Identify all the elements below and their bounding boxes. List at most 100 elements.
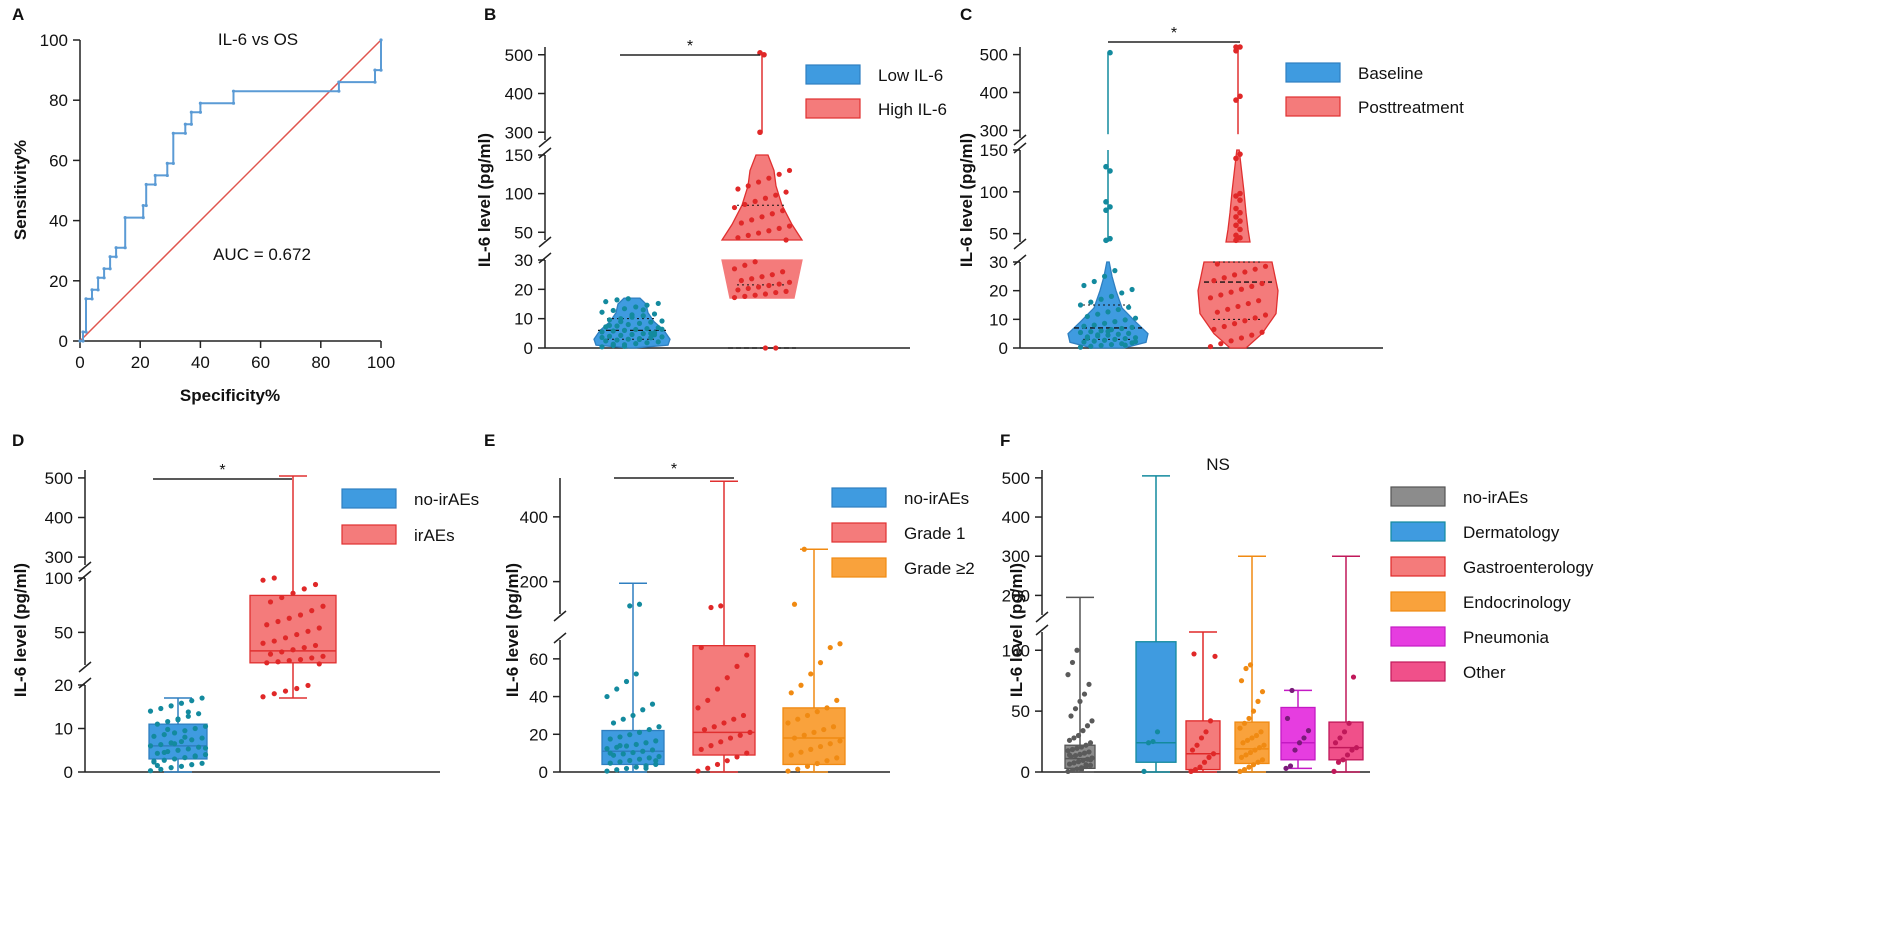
auc-annotation: AUC = 0.672 — [213, 245, 311, 264]
data-point — [742, 293, 748, 299]
data-point — [749, 276, 755, 282]
data-point — [714, 761, 721, 768]
data-point — [766, 175, 772, 181]
y-tick-label: 200 — [520, 573, 548, 592]
y-tick-label: 400 — [980, 84, 1008, 103]
data-point — [1210, 751, 1217, 757]
data-point — [607, 760, 613, 766]
data-point — [1077, 302, 1084, 308]
data-point — [1346, 720, 1352, 726]
data-point — [708, 604, 714, 611]
data-point — [1247, 662, 1254, 668]
data-point — [830, 724, 837, 730]
data-point — [738, 220, 744, 226]
data-point — [182, 728, 188, 734]
data-point — [643, 765, 649, 771]
data-point — [1191, 651, 1197, 657]
data-point — [1350, 674, 1357, 680]
data-point — [766, 282, 772, 289]
data-point — [1072, 706, 1079, 712]
data-point — [603, 338, 609, 344]
y-tick-label: 0 — [539, 763, 548, 782]
data-point — [620, 751, 626, 757]
y-tick-label: 20 — [514, 280, 533, 299]
significance-label: * — [1171, 25, 1177, 42]
data-point — [621, 327, 628, 333]
data-point — [633, 741, 639, 748]
y-tick-label: 0 — [64, 763, 73, 782]
data-point — [154, 750, 160, 756]
data-point — [171, 756, 178, 762]
data-point — [1072, 752, 1079, 759]
roc-point — [78, 339, 82, 343]
data-point — [1233, 44, 1239, 50]
data-point — [196, 744, 202, 750]
panel-letter: E — [484, 431, 495, 450]
data-point — [757, 50, 763, 56]
data-point — [1069, 767, 1076, 773]
data-point — [1228, 289, 1234, 295]
data-point — [757, 129, 763, 136]
data-point — [737, 732, 743, 738]
data-point — [199, 735, 205, 741]
legend-swatch — [1390, 486, 1446, 507]
data-point — [636, 336, 643, 343]
data-point — [798, 749, 804, 755]
y-tick-label: 50 — [514, 223, 533, 242]
data-point — [1237, 190, 1243, 197]
roc-point — [141, 203, 145, 208]
data-point — [1065, 748, 1071, 754]
data-point — [762, 345, 769, 351]
data-point — [1141, 768, 1147, 774]
roc-point — [81, 339, 85, 343]
data-point — [785, 720, 791, 726]
data-point — [752, 292, 758, 298]
data-point — [1086, 749, 1092, 755]
data-point — [312, 581, 319, 588]
data-point — [1189, 747, 1196, 753]
data-point — [1108, 341, 1115, 348]
data-point — [640, 307, 646, 313]
data-point — [731, 204, 738, 211]
legend-label: Dermatology — [1463, 523, 1560, 542]
data-point — [776, 225, 782, 232]
data-point — [614, 686, 620, 692]
data-point — [773, 289, 779, 296]
roc-point — [102, 276, 106, 280]
roc-point — [379, 38, 383, 42]
chart-title: IL-6 vs OS — [218, 30, 298, 49]
data-point — [599, 309, 605, 315]
data-point — [1332, 740, 1339, 746]
data-point — [653, 761, 659, 768]
legend-label: Pneumonia — [1463, 628, 1550, 647]
y-tick-label: 30 — [514, 251, 533, 270]
data-point — [1243, 665, 1249, 672]
data-point — [286, 658, 292, 664]
data-point — [1211, 326, 1217, 332]
data-point — [834, 697, 840, 703]
data-point — [1259, 689, 1266, 695]
data-point — [1211, 278, 1217, 284]
legend-swatch — [831, 522, 887, 543]
axis-break-mark — [78, 677, 92, 689]
data-point — [1301, 735, 1307, 741]
data-point — [621, 306, 628, 312]
data-point — [1081, 282, 1087, 289]
data-point — [698, 644, 704, 651]
data-point — [801, 546, 807, 552]
data-point — [1129, 324, 1135, 330]
y-tick-label: 300 — [980, 121, 1008, 140]
panel-b: B 0 10 20 30 50 100 150 300 400 500 IL-6 level (pg/… — [475, 5, 947, 358]
data-point — [1126, 330, 1132, 336]
y-tick-label: 300 — [45, 548, 73, 567]
y-tick-label: 100 — [980, 183, 1008, 202]
data-point — [1122, 342, 1128, 348]
legend-label: irAEs — [414, 526, 455, 545]
data-point — [780, 269, 786, 275]
axis-break-mark — [78, 561, 92, 573]
data-point — [151, 733, 157, 739]
data-point — [1154, 729, 1161, 735]
y-tick-label: 100 — [1002, 641, 1030, 660]
data-point — [1259, 757, 1266, 763]
data-point — [769, 272, 775, 278]
